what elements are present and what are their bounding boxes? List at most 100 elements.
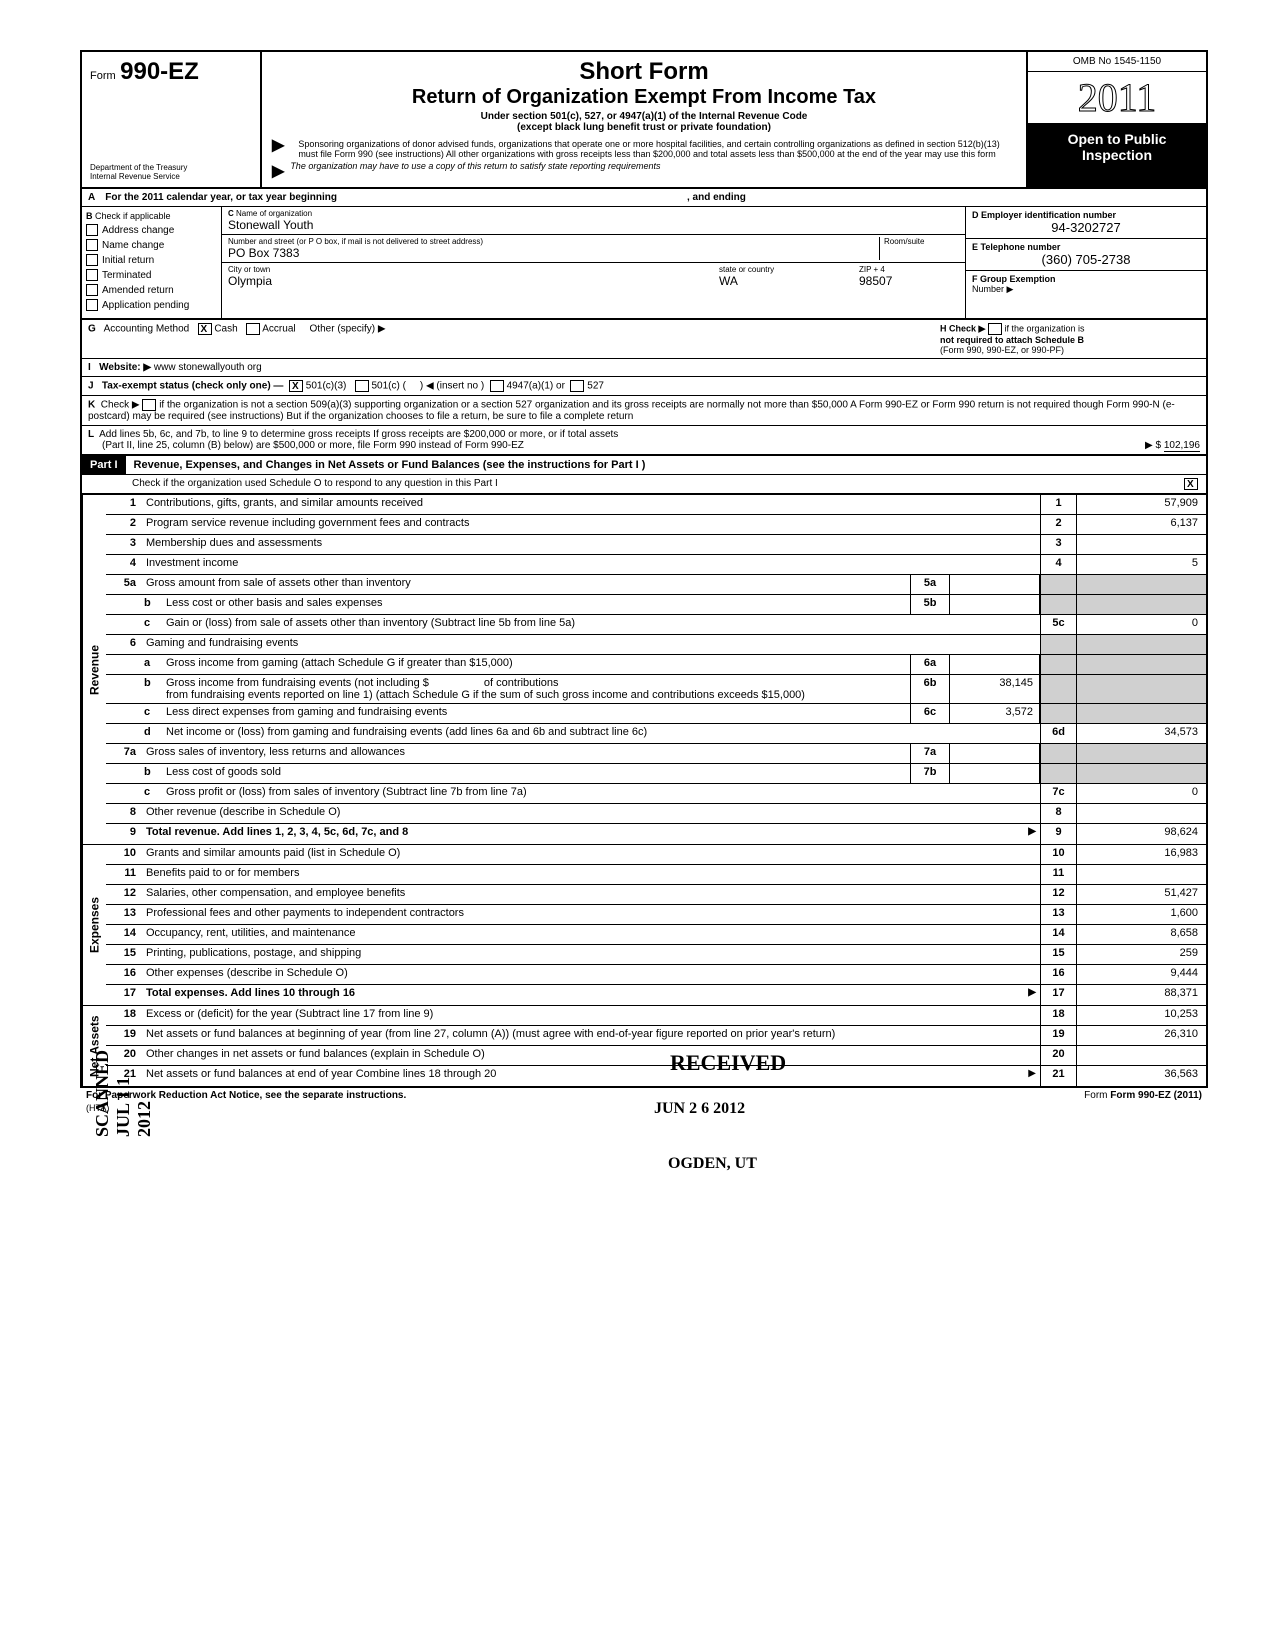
- check-amended[interactable]: Amended return: [86, 284, 217, 296]
- mini-box: 7b: [910, 764, 950, 783]
- line-2: 2 Program service revenue including gove…: [106, 515, 1206, 535]
- line-desc: Investment income: [142, 555, 1040, 574]
- amt-box-shaded: [1076, 575, 1206, 594]
- k-text: if the organization is not a section 509…: [88, 400, 1175, 422]
- checkbox-icon[interactable]: [86, 269, 98, 281]
- i-letter: I: [88, 362, 91, 373]
- arrow-icon: ▶: [1028, 826, 1036, 837]
- amt-box-shaded: [1076, 595, 1206, 614]
- line-sub: c: [142, 784, 162, 803]
- line-desc: Other changes in net assets or fund bala…: [142, 1046, 1040, 1065]
- arrow-icon: ▶: [272, 161, 284, 181]
- accrual-checkbox[interactable]: [246, 323, 260, 335]
- amt-box: 6,137: [1076, 515, 1206, 534]
- line-6b: b Gross income from fundraising events (…: [106, 675, 1206, 704]
- part1-checkbox[interactable]: [1184, 478, 1198, 490]
- line-4: 4 Investment income 4 5: [106, 555, 1206, 575]
- k-checkbox[interactable]: [142, 399, 156, 411]
- line-3: 3 Membership dues and assessments 3: [106, 535, 1206, 555]
- 501c3-checkbox[interactable]: [289, 380, 303, 392]
- 527-checkbox[interactable]: [570, 380, 584, 392]
- num-box: 18: [1040, 1006, 1076, 1025]
- desc-part2: of contributions: [484, 677, 559, 689]
- line-num: 4: [106, 555, 142, 574]
- l-line2: (Part II, line 25, column (B) below) are…: [88, 440, 1200, 451]
- check-initial[interactable]: Initial return: [86, 254, 217, 266]
- line-desc: Membership dues and assessments: [142, 535, 1040, 554]
- under-section: Under section 501(c), 527, or 4947(a)(1)…: [272, 111, 1016, 122]
- amt-box-shaded: [1076, 764, 1206, 783]
- checkbox-icon[interactable]: [86, 299, 98, 311]
- line-8: 8 Other revenue (describe in Schedule O)…: [106, 804, 1206, 824]
- amt-box: 34,573: [1076, 724, 1206, 743]
- line-desc: Net assets or fund balances at end of ye…: [142, 1066, 1040, 1086]
- part1-title: Revenue, Expenses, and Changes in Net As…: [126, 456, 1206, 474]
- line-sub: c: [142, 704, 162, 723]
- b-letter: B: [86, 211, 93, 221]
- line-desc: Gross sales of inventory, less returns a…: [142, 744, 910, 763]
- checkbox-icon[interactable]: [86, 284, 98, 296]
- 501c-checkbox[interactable]: [355, 380, 369, 392]
- tax-year: 2011: [1028, 72, 1206, 123]
- line-num: 7a: [106, 744, 142, 763]
- opt-4947: 4947(a)(1) or: [507, 381, 565, 392]
- mini-val: [950, 744, 1040, 763]
- desc-part1: Gross income from fundraising events (no…: [166, 677, 429, 689]
- city-label: City or town: [228, 265, 719, 274]
- header-right: OMB No 1545-1150 2011 Open to Public Ins…: [1026, 52, 1206, 187]
- amt-box: 10,253: [1076, 1006, 1206, 1025]
- amt-box: [1076, 865, 1206, 884]
- amt-box: 26,310: [1076, 1026, 1206, 1045]
- amt-box: 0: [1076, 615, 1206, 634]
- num-box-shaded: [1040, 744, 1076, 763]
- num-box: 8: [1040, 804, 1076, 823]
- num-box: 1: [1040, 495, 1076, 514]
- l-letter: L: [88, 429, 94, 440]
- checkbox-icon[interactable]: [86, 254, 98, 266]
- num-box-shaded: [1040, 675, 1076, 703]
- line-desc: Printing, publications, postage, and shi…: [142, 945, 1040, 964]
- check-terminated[interactable]: Terminated: [86, 269, 217, 281]
- line-num: 17: [106, 985, 142, 1005]
- amt-box: 259: [1076, 945, 1206, 964]
- line-6d: d Net income or (loss) from gaming and f…: [106, 724, 1206, 744]
- checkbox-icon[interactable]: [86, 239, 98, 251]
- checkbox-icon[interactable]: [86, 224, 98, 236]
- footer: For Paperwork Reduction Act Notice, see …: [80, 1088, 1208, 1103]
- l-arrow: ▶ $: [1145, 440, 1161, 451]
- check-name[interactable]: Name change: [86, 239, 217, 251]
- line-desc: Total revenue. Add lines 1, 2, 3, 4, 5c,…: [142, 824, 1040, 844]
- expenses-side-label: Expenses: [82, 845, 106, 1005]
- h-label: H Check ▶: [940, 323, 985, 333]
- row-l: L Add lines 5b, 6c, and 7b, to line 9 to…: [80, 426, 1208, 456]
- line-18: 18 Excess or (deficit) for the year (Sub…: [106, 1006, 1206, 1026]
- line-sub: b: [142, 595, 162, 614]
- check-address[interactable]: Address change: [86, 224, 217, 236]
- line-19: 19 Net assets or fund balances at beginn…: [106, 1026, 1206, 1046]
- num-box: 15: [1040, 945, 1076, 964]
- check-pending[interactable]: Application pending: [86, 299, 217, 311]
- line-7c: c Gross profit or (loss) from sales of i…: [106, 784, 1206, 804]
- 4947-checkbox[interactable]: [490, 380, 504, 392]
- row-g: G Accounting Method Cash Accrual Other (…: [80, 320, 1208, 359]
- line-17: 17 Total expenses. Add lines 10 through …: [106, 985, 1206, 1005]
- amt-box: 51,427: [1076, 885, 1206, 904]
- line-desc: Grants and similar amounts paid (list in…: [142, 845, 1040, 864]
- line-desc: Gaming and fundraising events: [142, 635, 1040, 654]
- sponsoring-text: Sponsoring organizations of donor advise…: [290, 139, 1016, 159]
- num-box: 6d: [1040, 724, 1076, 743]
- line-6c: c Less direct expenses from gaming and f…: [106, 704, 1206, 724]
- e-label: E Telephone number: [972, 242, 1200, 252]
- satisfy-text: The organization may have to use a copy …: [290, 161, 660, 171]
- num-box-shaded: [1040, 595, 1076, 614]
- part1-label: Part I: [82, 456, 126, 474]
- main-table: Revenue 1 Contributions, gifts, grants, …: [80, 495, 1208, 1088]
- d-label: D Employer identification number: [972, 210, 1200, 220]
- accrual-label: Accrual: [262, 324, 295, 335]
- line-sub: b: [142, 764, 162, 783]
- line-12: 12 Salaries, other compensation, and emp…: [106, 885, 1206, 905]
- org-name-cell: C Name of organization Stonewall Youth: [222, 207, 965, 235]
- cash-checkbox[interactable]: [198, 323, 212, 335]
- h-checkbox[interactable]: [988, 323, 1002, 335]
- line-desc: Gross income from gaming (attach Schedul…: [162, 655, 910, 674]
